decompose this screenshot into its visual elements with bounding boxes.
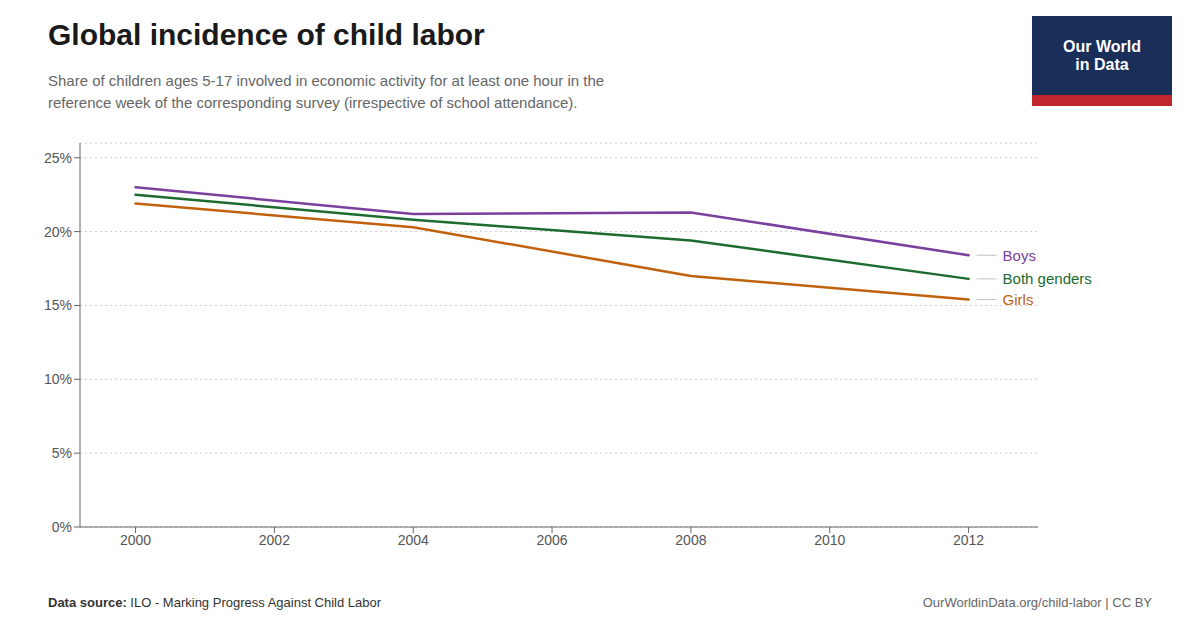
svg-text:2006: 2006: [536, 532, 567, 548]
html-text:OurWorldinData.org/child-labor: OurWorldinData.org/child-labor | CC BY: [922, 595, 1152, 610]
svg-text:25%: 25%: [44, 150, 72, 166]
html-text:Our World: Our World: [1063, 38, 1141, 55]
svg-text:2010: 2010: [814, 532, 845, 548]
svg-text:0%: 0%: [52, 519, 72, 535]
svg-text:Boys: Boys: [1003, 247, 1036, 264]
html-text:Data source: ILO - Marking Pro: Data source: ILO - Marking Progress Agai…: [48, 595, 382, 610]
svg-text:Girls: Girls: [1003, 291, 1034, 308]
html-text:in Data: in Data: [1075, 56, 1129, 73]
svg-text:2002: 2002: [259, 532, 290, 548]
svg-text:2000: 2000: [120, 532, 151, 548]
svg-text:2008: 2008: [675, 532, 706, 548]
svg-text:2004: 2004: [398, 532, 429, 548]
svg-text:20%: 20%: [44, 224, 72, 240]
html-text:reference week of the correspo: reference week of the corresponding surv…: [48, 94, 578, 111]
svg-text:10%: 10%: [44, 371, 72, 387]
html-text:Share of children ages 5-17 in: Share of children ages 5-17 involved in …: [48, 72, 605, 89]
html-text:Global incidence of child labo: Global incidence of child labor: [48, 18, 485, 51]
svg-text:15%: 15%: [44, 297, 72, 313]
svg-text:Both genders: Both genders: [1003, 270, 1092, 287]
svg-text:2012: 2012: [953, 532, 984, 548]
svg-text:5%: 5%: [52, 445, 72, 461]
